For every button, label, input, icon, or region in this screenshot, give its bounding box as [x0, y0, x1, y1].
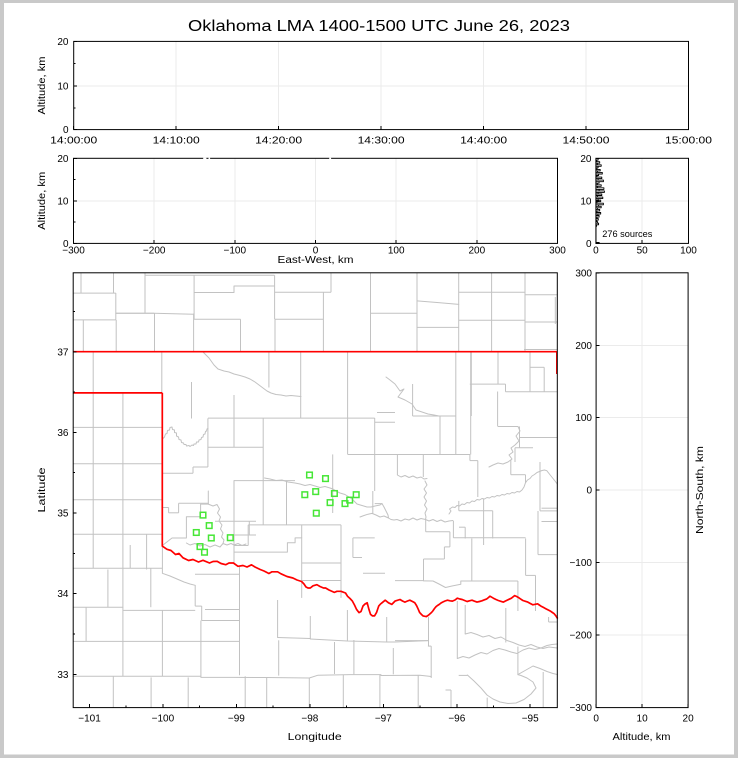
- svg-text:−100: −100: [569, 558, 592, 569]
- svg-text:50: 50: [637, 245, 649, 256]
- svg-text:14:30:00: 14:30:00: [358, 136, 406, 147]
- svg-text:10: 10: [637, 714, 649, 725]
- svg-text:−96: −96: [448, 714, 465, 725]
- svg-text:276 sources: 276 sources: [602, 229, 652, 239]
- svg-text:100: 100: [680, 245, 697, 256]
- svg-text:0: 0: [586, 239, 592, 250]
- svg-text:14:10:00: 14:10:00: [153, 136, 201, 147]
- svg-text:North-South, km: North-South, km: [695, 446, 706, 534]
- svg-text:0: 0: [586, 486, 592, 497]
- svg-text:−97: −97: [375, 714, 392, 725]
- svg-text:0: 0: [63, 239, 69, 250]
- svg-text:−300: −300: [62, 245, 85, 256]
- svg-text:200: 200: [468, 245, 485, 256]
- svg-text:−200: −200: [569, 631, 592, 642]
- svg-text:East-West, km: East-West, km: [278, 255, 354, 266]
- svg-text:10: 10: [57, 197, 69, 208]
- svg-text:Altitude, km: Altitude, km: [37, 57, 48, 115]
- svg-text:100: 100: [575, 413, 592, 424]
- svg-text:14:40:00: 14:40:00: [460, 136, 508, 147]
- svg-text:0: 0: [63, 125, 69, 136]
- svg-text:20: 20: [683, 714, 695, 725]
- svg-text:37: 37: [57, 347, 69, 358]
- svg-text:14:50:00: 14:50:00: [563, 136, 611, 147]
- svg-text:−200: −200: [143, 245, 166, 256]
- svg-text:0: 0: [313, 245, 319, 256]
- svg-text:300: 300: [549, 245, 566, 256]
- svg-text:−95: −95: [522, 714, 539, 725]
- svg-text:35: 35: [57, 509, 69, 520]
- svg-text:−99: −99: [228, 714, 245, 725]
- svg-text:20: 20: [57, 154, 69, 165]
- svg-text:10: 10: [57, 82, 69, 93]
- svg-text:−100: −100: [152, 714, 175, 725]
- svg-text:−300: −300: [569, 703, 592, 714]
- svg-text:14:20:00: 14:20:00: [255, 136, 303, 147]
- svg-text:Altitude, km: Altitude, km: [37, 172, 48, 230]
- svg-text:20: 20: [57, 37, 69, 48]
- svg-text:0: 0: [593, 245, 599, 256]
- svg-text:Latitude: Latitude: [37, 467, 48, 513]
- svg-text:Longitude: Longitude: [288, 732, 343, 743]
- svg-text:300: 300: [575, 268, 592, 279]
- svg-text:−98: −98: [301, 714, 318, 725]
- svg-text:33: 33: [57, 670, 69, 681]
- svg-text:200: 200: [575, 341, 592, 352]
- svg-text:36: 36: [57, 428, 69, 439]
- svg-text:100: 100: [388, 245, 405, 256]
- svg-text:15:00:00: 15:00:00: [665, 136, 713, 147]
- svg-text:−100: −100: [224, 245, 247, 256]
- svg-text:Oklahoma LMA 1400-1500 UTC Jun: Oklahoma LMA 1400-1500 UTC June 26, 2023: [188, 18, 570, 35]
- svg-text:Altitude, km: Altitude, km: [613, 732, 671, 743]
- svg-text:34: 34: [57, 589, 69, 600]
- svg-text:20: 20: [580, 154, 592, 165]
- svg-text:−101: −101: [78, 714, 101, 725]
- svg-text:10: 10: [580, 197, 592, 208]
- svg-text:14:00:00: 14:00:00: [50, 136, 98, 147]
- svg-text:0: 0: [593, 714, 599, 725]
